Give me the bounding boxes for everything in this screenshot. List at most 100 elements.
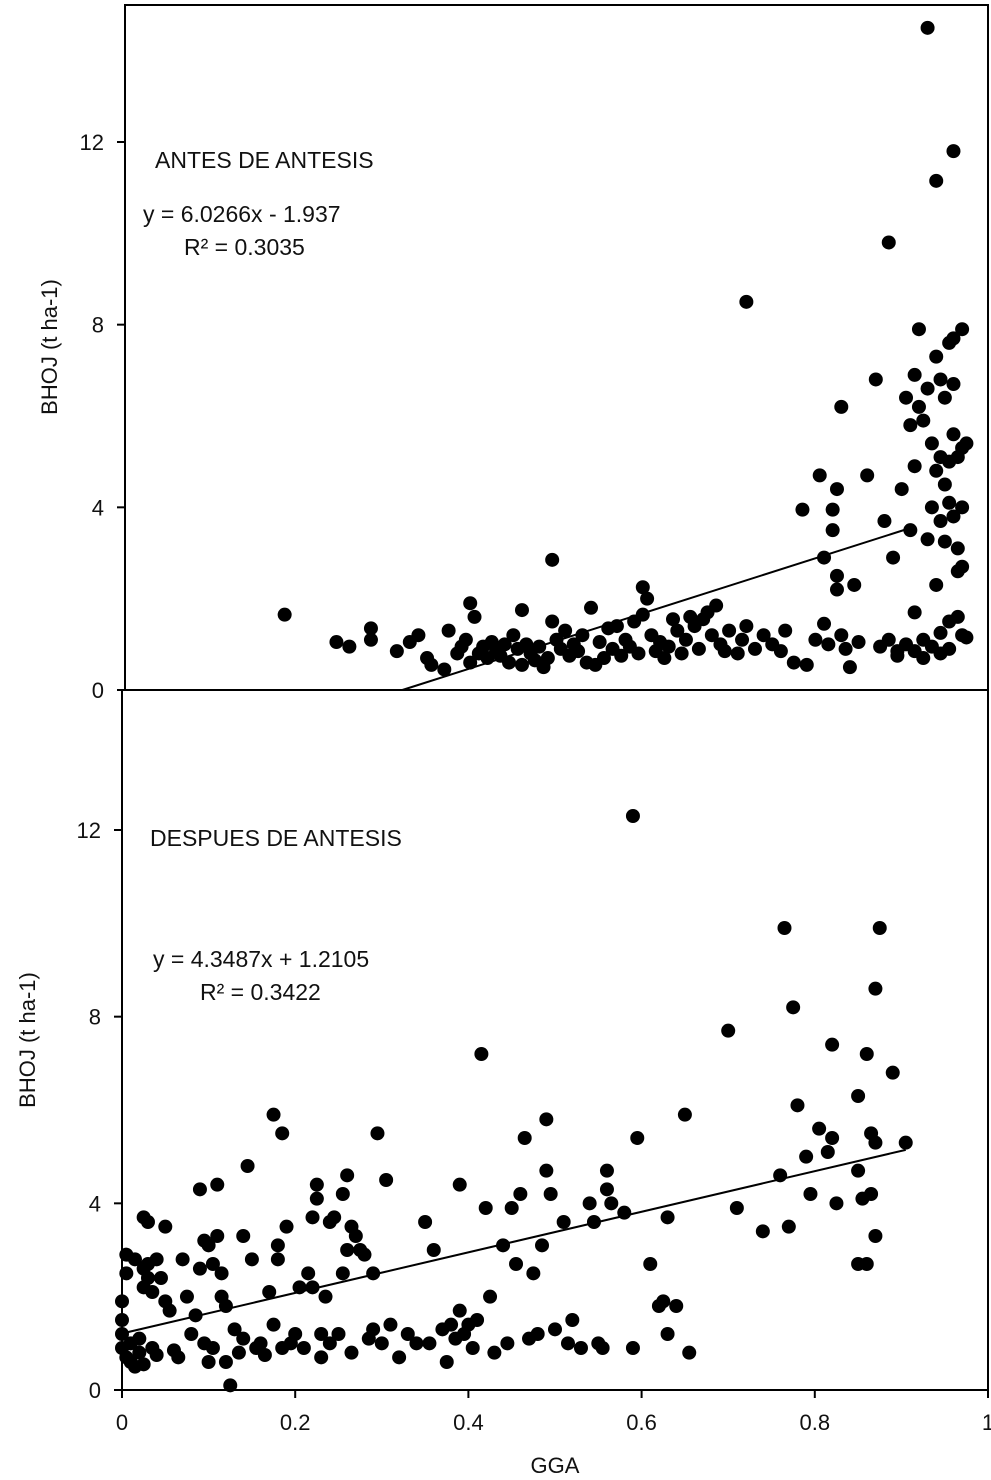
points-bottom (115, 809, 913, 1393)
data-point (864, 1187, 879, 1201)
data-point (825, 1037, 840, 1052)
data-point (799, 657, 814, 672)
data-point (463, 655, 478, 670)
data-point (674, 646, 689, 661)
data-point (342, 639, 357, 654)
data-point (790, 1098, 805, 1113)
data-point (558, 623, 573, 638)
panel-despues: 0 4 8 12 0 0.2 0.4 0.6 0.8 1 BHOJ (t ha-1) GGA D… (15, 689, 991, 1478)
data-point (704, 628, 719, 643)
data-point (132, 1345, 147, 1360)
data-point (903, 523, 918, 538)
data-point (257, 1348, 272, 1362)
data-point (214, 1266, 229, 1281)
data-point (270, 1238, 285, 1253)
data-point (755, 1224, 770, 1239)
data-point (192, 1182, 207, 1197)
data-point (266, 1317, 281, 1332)
plot-frame-bottom (121, 689, 989, 1391)
data-point (829, 482, 844, 497)
data-point (201, 1355, 216, 1369)
data-point (933, 372, 948, 387)
data-point (868, 1135, 883, 1150)
data-point (920, 532, 935, 547)
data-point (140, 1215, 155, 1229)
data-point (296, 1341, 311, 1355)
data-point (596, 651, 611, 666)
data-point (868, 981, 883, 996)
data-point (907, 367, 922, 382)
data-point (348, 1229, 363, 1243)
data-point (487, 1345, 502, 1360)
data-point (210, 1229, 225, 1243)
data-point (288, 1327, 303, 1341)
data-point (483, 1289, 498, 1304)
data-point (825, 523, 840, 538)
y-tick-label: 4 (89, 1191, 101, 1216)
data-point (149, 1252, 164, 1267)
data-point (812, 1121, 827, 1136)
data-point (409, 1336, 424, 1351)
data-point (357, 1247, 372, 1262)
data-point (539, 1163, 554, 1178)
data-point (640, 591, 655, 606)
data-point (899, 637, 914, 652)
data-point (691, 641, 706, 656)
data-point (721, 1023, 736, 1038)
data-point (599, 1163, 614, 1178)
data-point (739, 294, 754, 309)
data-point (236, 1229, 251, 1243)
data-point (309, 1177, 324, 1192)
data-point (335, 1266, 350, 1281)
data-point (305, 1280, 320, 1295)
data-point (270, 1252, 285, 1267)
data-point (872, 921, 887, 935)
x-axis-label: GGA (531, 1453, 580, 1478)
data-point (781, 1219, 796, 1234)
y-tick-label: 0 (92, 678, 104, 703)
data-point (266, 1107, 281, 1122)
data-point (829, 1196, 844, 1211)
data-point (777, 921, 792, 935)
y-tick-label: 0 (89, 1378, 101, 1403)
data-point (175, 1252, 190, 1267)
data-point (470, 1313, 485, 1327)
data-point (314, 1327, 329, 1341)
data-point (340, 1243, 355, 1257)
x-tick-label: 0 (116, 1410, 128, 1435)
data-point (452, 1303, 467, 1318)
data-point (340, 1168, 355, 1183)
data-point (898, 1135, 913, 1150)
x-tick-label: 0.4 (453, 1410, 484, 1435)
data-point (595, 1341, 610, 1355)
data-point (709, 598, 724, 613)
data-point (670, 623, 685, 638)
data-point (502, 655, 517, 670)
data-point (231, 1345, 246, 1360)
data-point (379, 1173, 394, 1187)
data-point (162, 1303, 177, 1318)
x-tick-label: 0.6 (626, 1410, 657, 1435)
data-point (916, 413, 931, 428)
data-point (946, 377, 961, 392)
data-point (374, 1336, 389, 1351)
data-point (860, 468, 875, 483)
data-point (452, 1177, 467, 1192)
data-point (635, 607, 650, 622)
data-point (560, 1336, 575, 1351)
data-point (666, 612, 681, 627)
data-point (140, 1271, 155, 1285)
data-point (506, 628, 521, 643)
data-point (424, 657, 439, 672)
data-point (799, 1149, 814, 1164)
data-point (825, 502, 840, 517)
data-point (803, 1187, 818, 1201)
data-point (834, 399, 849, 414)
data-point (500, 1336, 515, 1351)
data-point (946, 331, 961, 346)
data-point (426, 1243, 441, 1257)
data-point (444, 1317, 459, 1332)
data-point (366, 1322, 381, 1337)
data-point (717, 644, 732, 659)
